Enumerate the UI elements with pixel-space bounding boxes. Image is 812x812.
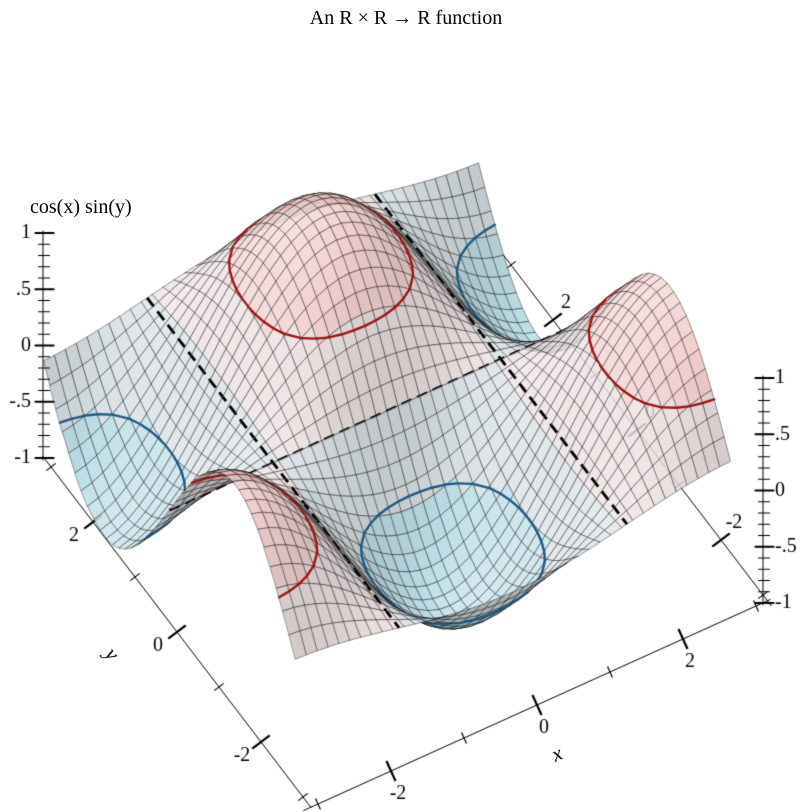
z-axis-label: cos(x) sin(y) xyxy=(30,196,132,218)
plot-title: An R × R → R function xyxy=(309,7,503,29)
